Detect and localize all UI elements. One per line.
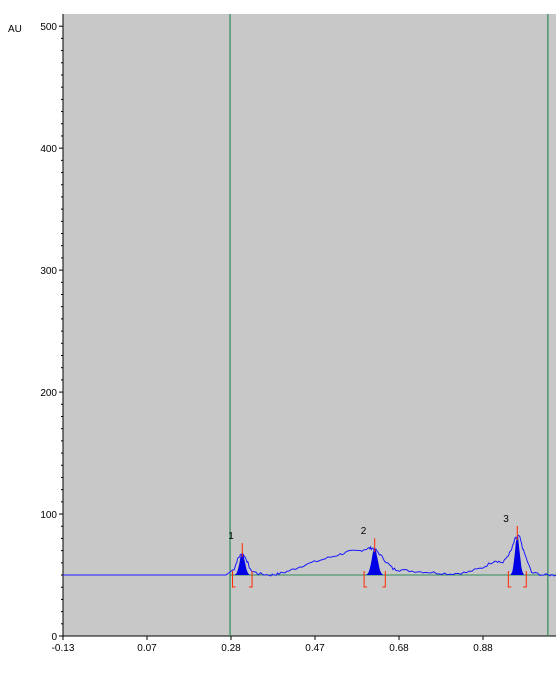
labels: 1 2 3 [228, 514, 509, 542]
peak-end-bracket [249, 571, 253, 588]
peak-start-bracket [507, 571, 512, 588]
x-tick-label: 0.47 [305, 643, 325, 654]
peak-label-3: 3 [503, 514, 509, 525]
trace-line [63, 534, 557, 577]
axes: 0 100 200 300 400 500 -0.13 0.07 0.28 0.47 0.68 0.8… [8, 14, 556, 654]
x-tick-label: -0.13 [52, 643, 75, 654]
peak-label-1: 1 [228, 531, 234, 542]
vertical-markers [229, 14, 549, 636]
y-tick-label: 0 [51, 632, 57, 643]
y-axis-unit-label: AU [8, 24, 22, 35]
x-tick-label: 0.88 [473, 643, 493, 654]
peak-end-bracket [523, 571, 527, 588]
y-tick-label: 400 [40, 144, 57, 155]
peak-fill-2 [366, 548, 383, 575]
peak-fill-1 [234, 553, 250, 575]
peak-markers [231, 525, 527, 588]
x-tick-label: 0.28 [221, 643, 241, 654]
x-tick-label: 0.07 [137, 643, 157, 654]
peak-end-bracket [382, 571, 386, 588]
peak-start-bracket [231, 571, 236, 588]
plot-area [63, 14, 556, 636]
peak-start-bracket [363, 571, 368, 588]
y-tick-label: 100 [40, 510, 57, 521]
peak-fill-3 [510, 536, 524, 575]
trace [63, 534, 557, 577]
y-tick-label: 200 [40, 388, 57, 399]
peak-fills [234, 536, 524, 575]
peak-label-2: 2 [361, 526, 367, 537]
y-tick-label: 300 [40, 266, 57, 277]
y-tick-label: 500 [40, 22, 57, 33]
x-tick-label: 0.68 [389, 643, 409, 654]
